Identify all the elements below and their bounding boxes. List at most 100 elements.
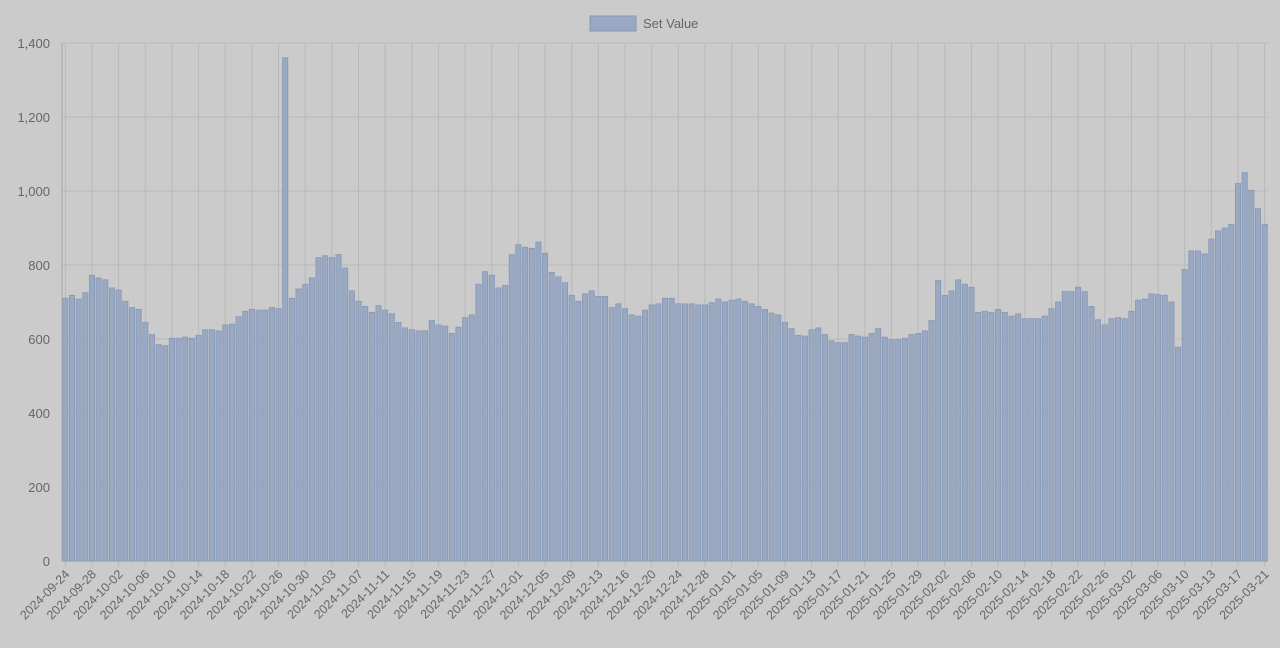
bar[interactable]	[828, 340, 835, 562]
bar[interactable]	[615, 303, 622, 562]
bar[interactable]	[688, 303, 695, 562]
bar[interactable]	[88, 274, 95, 562]
bar[interactable]	[875, 328, 882, 562]
bar[interactable]	[408, 329, 415, 562]
bar[interactable]	[415, 330, 422, 562]
bar[interactable]	[1168, 301, 1175, 562]
bar[interactable]	[102, 279, 109, 562]
bar[interactable]	[741, 300, 748, 562]
bar[interactable]	[442, 325, 449, 562]
bar[interactable]	[728, 299, 735, 562]
bar[interactable]	[368, 311, 375, 562]
bar[interactable]	[855, 335, 862, 562]
bar[interactable]	[208, 329, 215, 562]
bar[interactable]	[768, 312, 775, 562]
legend-swatch[interactable]	[589, 15, 637, 32]
bar[interactable]	[508, 254, 515, 562]
bar[interactable]	[555, 276, 562, 562]
bar[interactable]	[1248, 189, 1255, 562]
bar[interactable]	[402, 327, 409, 562]
bar[interactable]	[282, 57, 289, 562]
bar[interactable]	[941, 294, 948, 562]
bar[interactable]	[1141, 298, 1148, 562]
bar[interactable]	[608, 307, 615, 562]
bar[interactable]	[901, 337, 908, 562]
bar[interactable]	[288, 297, 295, 562]
bar[interactable]	[1221, 227, 1228, 562]
bar[interactable]	[328, 257, 335, 562]
bar[interactable]	[268, 307, 275, 562]
bar[interactable]	[655, 303, 662, 562]
bar[interactable]	[1175, 346, 1182, 562]
bar[interactable]	[155, 344, 162, 562]
bar[interactable]	[635, 315, 642, 562]
bar[interactable]	[522, 246, 529, 562]
bar[interactable]	[1081, 291, 1088, 562]
bar[interactable]	[188, 337, 195, 562]
bar[interactable]	[675, 303, 682, 562]
bar[interactable]	[928, 320, 935, 562]
bar[interactable]	[1028, 318, 1035, 562]
bar[interactable]	[908, 334, 915, 562]
bar[interactable]	[275, 308, 282, 562]
bar[interactable]	[475, 283, 482, 562]
bar[interactable]	[1201, 253, 1208, 562]
bar[interactable]	[315, 257, 322, 562]
bar[interactable]	[595, 296, 602, 562]
bar[interactable]	[342, 267, 349, 562]
bar[interactable]	[82, 292, 89, 562]
bar[interactable]	[968, 286, 975, 562]
bar[interactable]	[1208, 238, 1215, 562]
bar[interactable]	[881, 336, 888, 562]
bar[interactable]	[68, 294, 75, 562]
bar[interactable]	[495, 287, 502, 562]
bar[interactable]	[528, 247, 535, 562]
bar[interactable]	[215, 330, 222, 562]
bar[interactable]	[795, 334, 802, 562]
bar[interactable]	[701, 304, 708, 562]
bar[interactable]	[1261, 223, 1268, 562]
bar[interactable]	[1135, 299, 1142, 562]
bar[interactable]	[395, 321, 402, 562]
bar[interactable]	[1048, 308, 1055, 562]
bar[interactable]	[195, 334, 202, 562]
bar[interactable]	[362, 306, 369, 562]
bar[interactable]	[255, 309, 262, 562]
legend-label-set-value[interactable]: Set Value	[643, 16, 698, 31]
bar[interactable]	[435, 324, 442, 562]
bar[interactable]	[562, 282, 569, 562]
bar[interactable]	[95, 277, 102, 562]
bar[interactable]	[375, 305, 382, 562]
bar[interactable]	[662, 297, 668, 562]
bar[interactable]	[755, 306, 762, 562]
bar[interactable]	[981, 310, 988, 562]
bar[interactable]	[781, 321, 788, 562]
bar[interactable]	[1001, 311, 1008, 562]
bar[interactable]	[122, 300, 129, 562]
bar[interactable]	[948, 290, 955, 562]
bar[interactable]	[548, 271, 555, 562]
bar[interactable]	[1121, 318, 1128, 562]
bar[interactable]	[955, 279, 962, 562]
bar[interactable]	[235, 316, 242, 562]
bar[interactable]	[455, 326, 462, 562]
bar[interactable]	[1188, 250, 1195, 562]
bar[interactable]	[975, 311, 982, 562]
bar[interactable]	[115, 289, 122, 562]
bar[interactable]	[422, 330, 429, 562]
bar[interactable]	[382, 309, 389, 562]
bar[interactable]	[1228, 223, 1235, 562]
bar[interactable]	[861, 336, 868, 562]
bar[interactable]	[708, 302, 715, 562]
bar[interactable]	[582, 293, 589, 562]
bar[interactable]	[462, 317, 469, 562]
bar[interactable]	[248, 308, 255, 562]
bar[interactable]	[168, 337, 175, 562]
bar[interactable]	[162, 345, 169, 562]
bar[interactable]	[821, 334, 828, 562]
bar[interactable]	[135, 308, 142, 562]
bar[interactable]	[295, 288, 302, 562]
bar[interactable]	[748, 303, 755, 562]
bar[interactable]	[915, 333, 922, 562]
bar[interactable]	[388, 313, 395, 562]
